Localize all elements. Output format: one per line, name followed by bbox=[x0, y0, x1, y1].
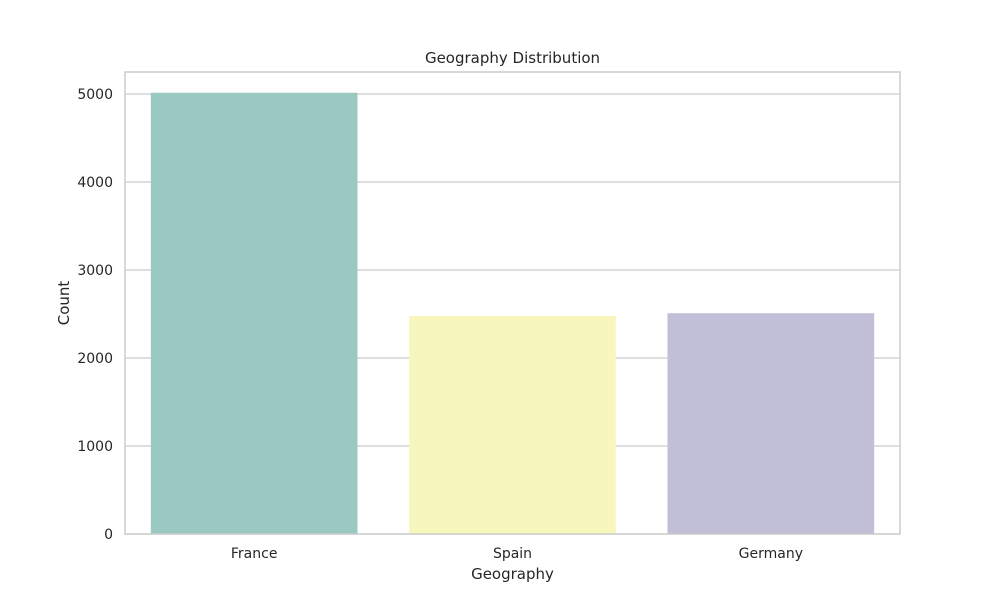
bar-france bbox=[150, 92, 358, 534]
y-tick-labels: 0 1000 2000 3000 4000 5000 bbox=[77, 87, 113, 543]
y-tick-label: 5000 bbox=[77, 87, 113, 103]
bars bbox=[150, 92, 875, 534]
y-tick-label: 2000 bbox=[77, 351, 113, 367]
bar-spain bbox=[409, 316, 616, 534]
y-tick-label: 4000 bbox=[77, 175, 113, 191]
x-tick-label: France bbox=[231, 546, 278, 562]
y-tick-label: 1000 bbox=[77, 439, 113, 455]
bar-germany bbox=[667, 313, 875, 534]
x-tick-label: Spain bbox=[493, 546, 532, 562]
y-tick-label: 3000 bbox=[77, 263, 113, 279]
plot-frame bbox=[124, 71, 901, 535]
x-tick-label: Germany bbox=[739, 546, 803, 562]
x-tick-labels: France Spain Germany bbox=[231, 546, 803, 562]
x-axis-label: Geography bbox=[471, 565, 554, 583]
chart-title: Geography Distribution bbox=[425, 49, 600, 67]
y-axis-label: Count bbox=[55, 281, 73, 326]
y-tick-label: 0 bbox=[104, 527, 113, 543]
